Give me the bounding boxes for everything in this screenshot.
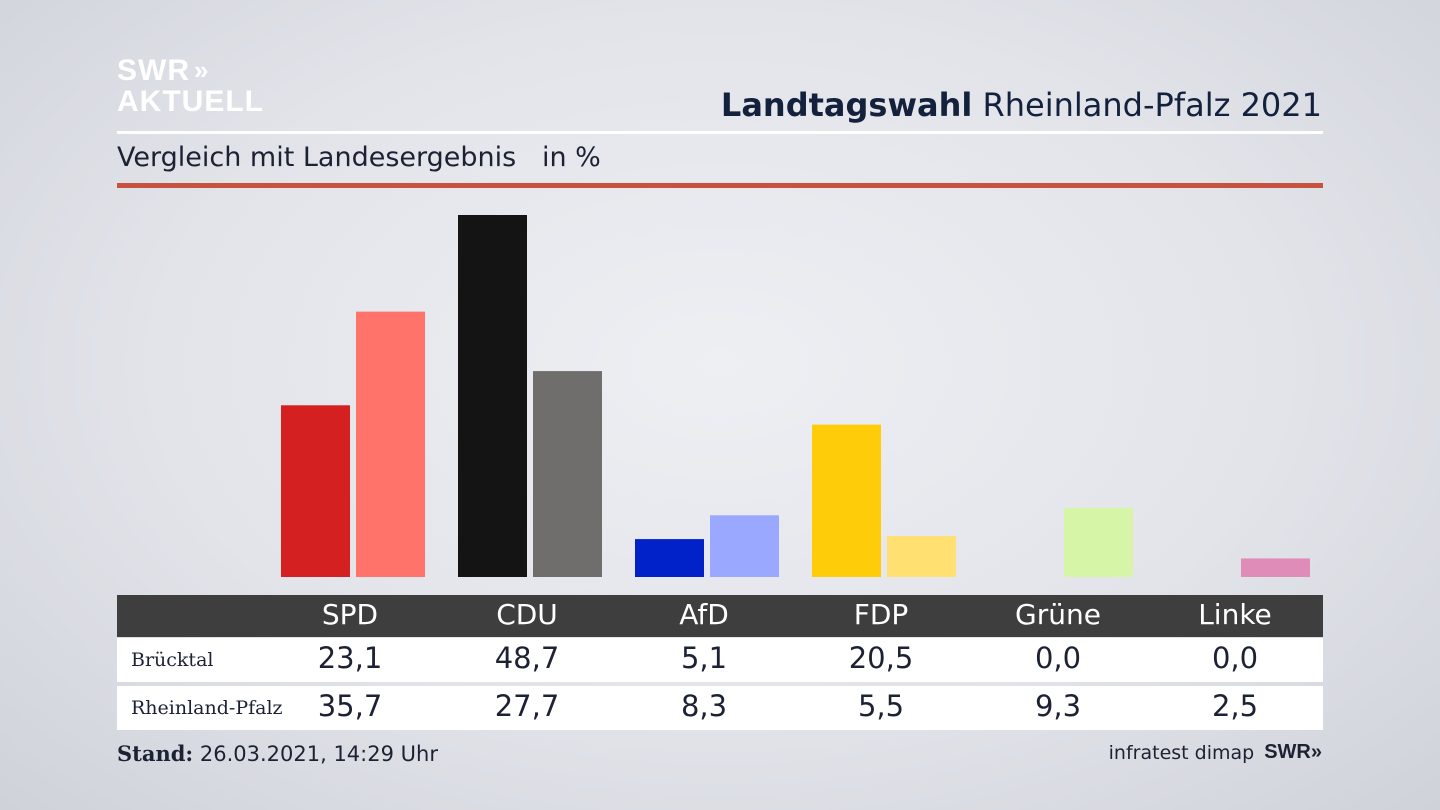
bar-cdu-bruecktal [458, 215, 527, 577]
table-cell: 2,5 [1211, 689, 1259, 723]
bar-linke-rheinland-pfalz [1241, 558, 1310, 577]
bar-grüne-rheinland-pfalz [1064, 507, 1133, 577]
stand-value: 26.03.2021, 14:29 Uhr [193, 742, 438, 766]
timestamp: Stand: 26.03.2021, 14:29 Uhr [117, 741, 438, 766]
table-cell: 9,3 [1034, 689, 1082, 723]
source-label: infratest dimap [1108, 741, 1255, 764]
row-label: Rheinland-Pfalz [131, 697, 283, 719]
subtitle-divider [117, 183, 1323, 188]
table-cell: 20,5 [848, 641, 914, 675]
column-header: Grüne [1015, 598, 1101, 631]
swr-logo: SWR» [1264, 741, 1322, 764]
table-cell: 35,7 [317, 689, 383, 723]
swr-chevrons-icon: » [1310, 741, 1322, 763]
title-divider [117, 131, 1323, 134]
column-header: SPD [321, 598, 379, 631]
table-cell: 8,3 [680, 689, 728, 723]
column-header: FDP [853, 598, 909, 631]
bar-afd-bruecktal [635, 539, 704, 577]
table-cell: 27,7 [494, 689, 560, 723]
bar-cdu-rheinland-pfalz [533, 371, 602, 577]
bar-fdp-rheinland-pfalz [887, 536, 956, 577]
page-title: Landtagswahl Rheinland-Pfalz 2021 [721, 86, 1322, 124]
bar-afd-rheinland-pfalz [710, 515, 779, 577]
bar-spd-rheinland-pfalz [356, 311, 425, 577]
table-cell: 48,7 [494, 641, 560, 675]
table-header: SPD CDU AfD FDP Grüne Linke [117, 595, 1323, 637]
table-cell: 5,1 [680, 641, 728, 675]
swr-brand: SWR [1264, 741, 1311, 763]
table-row: Brücktal 23,1 48,7 5,1 20,5 0,0 0,0 [117, 638, 1323, 682]
column-header: CDU [496, 598, 558, 631]
bar-chart [281, 215, 1310, 577]
bar-fdp-bruecktal [812, 424, 881, 577]
chart-subtitle: Vergleich mit Landesergebnis in % [117, 142, 601, 173]
table-row: Rheinland-Pfalz 35,7 27,7 8,3 5,5 9,3 2,5 [117, 686, 1323, 730]
column-header: Linke [1198, 598, 1272, 631]
column-header: AfD [679, 598, 729, 631]
table-cell: 5,5 [857, 689, 905, 723]
source-credit: infratest dimap SWR» [1109, 741, 1322, 764]
table-cell: 23,1 [317, 641, 383, 675]
bar-spd-bruecktal [281, 405, 350, 577]
logo-line1: SWR [117, 54, 190, 87]
table-cell: 0,0 [1034, 641, 1082, 675]
title-rest: Rheinland-Pfalz 2021 [972, 86, 1322, 124]
row-label: Brücktal [131, 649, 214, 671]
swr-aktuell-logo: SWR» AKTUELL [117, 55, 264, 117]
stand-label: Stand: [117, 741, 194, 766]
logo-line2: AKTUELL [117, 85, 264, 118]
table-cell: 0,0 [1211, 641, 1259, 675]
title-bold: Landtagswahl [720, 86, 973, 124]
